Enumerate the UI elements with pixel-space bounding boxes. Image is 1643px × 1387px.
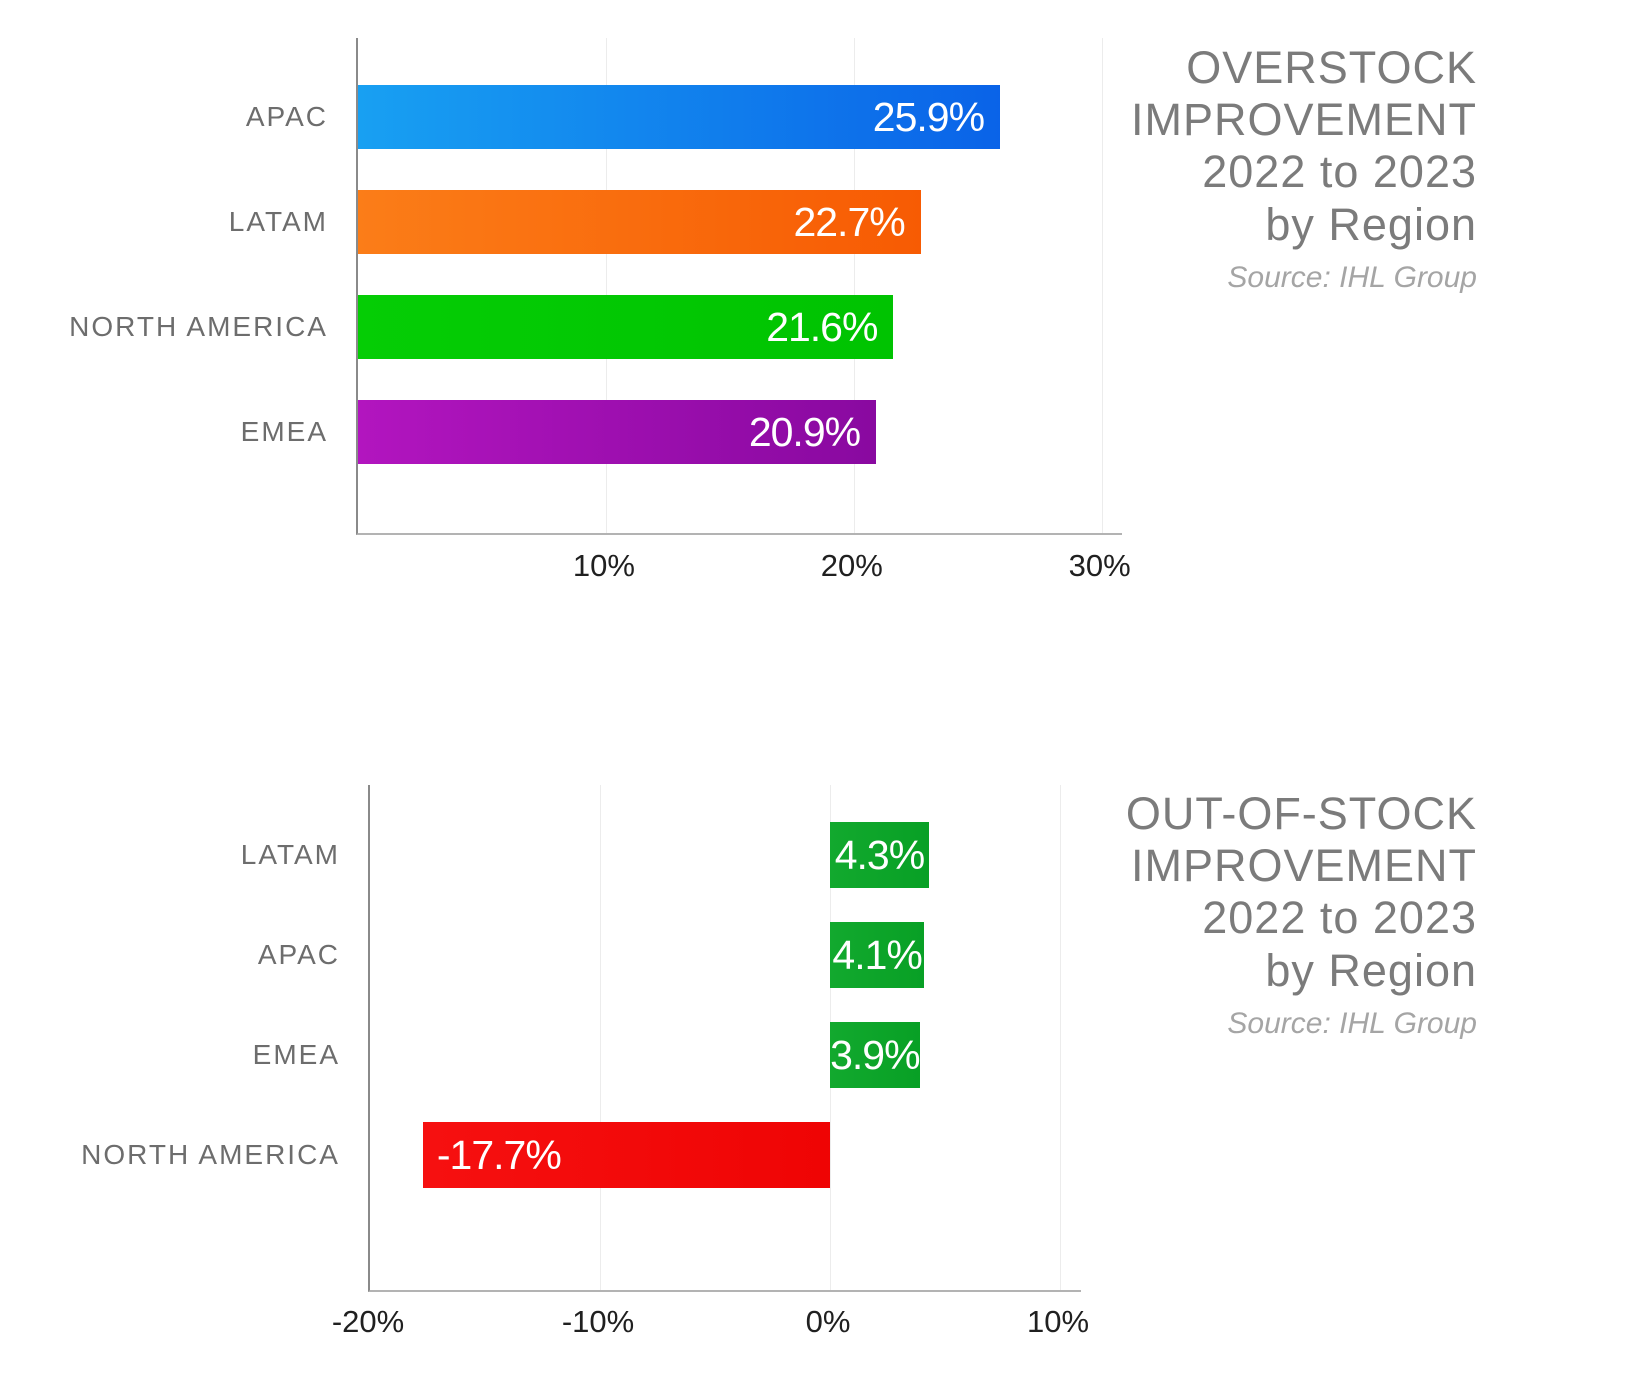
out-of-stock-chart-source: Source: IHL Group [1227, 1006, 1477, 1040]
tick-label--10-: -10% [561, 1304, 635, 1339]
value-label-apac: 4.1% [832, 931, 922, 978]
gridline-30- [1101, 38, 1103, 533]
overstock-title-block: OVERSTOCK IMPROVEMENT 2022 to 2023 by Re… [957, 42, 1477, 295]
bar-north-america: 21.6% [358, 295, 894, 359]
overstock-chart-source: Source: IHL Group [1227, 260, 1477, 294]
overstock-improvement-plot-area: 25.9% 22.7% 21.6% 20.9% [356, 38, 1122, 535]
category-label-north-america: NORTH AMERICA [81, 1139, 340, 1170]
value-label-north-america: -17.7% [436, 1131, 562, 1178]
tick-label-20-: 20% [820, 548, 883, 583]
category-label-emea: EMEA [240, 416, 328, 447]
tick-label--20-: -20% [331, 1304, 405, 1339]
category-label-apac: APAC [257, 939, 340, 970]
bar-apac: 25.9% [358, 85, 1001, 149]
bar-emea: 3.9% [830, 1022, 921, 1088]
tick-label-30-: 30% [1068, 548, 1131, 583]
value-label-latam: 4.3% [834, 831, 925, 878]
gridline--10- [600, 785, 601, 1290]
bar-emea: 20.9% [358, 400, 877, 464]
category-label-latam: LATAM [228, 206, 328, 237]
category-label-latam: LATAM [240, 839, 340, 870]
category-label-emea: EMEA [252, 1039, 340, 1070]
tick-label-0-: 0% [805, 1304, 851, 1339]
bar-latam: 22.7% [358, 190, 921, 254]
value-label-emea: 20.9% [748, 408, 861, 455]
value-label-apac: 25.9% [872, 93, 985, 140]
value-label-latam: 22.7% [793, 198, 905, 245]
value-label-north-america: 21.6% [766, 303, 878, 350]
bar-latam: 4.3% [830, 822, 929, 888]
tick-label-10-: 10% [1026, 1304, 1090, 1339]
out-of-stock-title-block: OUT-OF-STOCK IMPROVEMENT 2022 to 2023 by… [957, 788, 1477, 1041]
out-of-stock-chart-title: OUT-OF-STOCK IMPROVEMENT 2022 to 2023 by… [1125, 788, 1477, 996]
overstock-chart-title: OVERSTOCK IMPROVEMENT 2022 to 2023 by Re… [1130, 42, 1477, 250]
value-label-emea: 3.9% [830, 1031, 920, 1078]
gridline-10- [1060, 785, 1061, 1290]
bar-apac: 4.1% [830, 922, 925, 988]
out-of-stock-improvement-plot-area: 4.3% 4.1% 3.9% -17.7% [368, 785, 1081, 1292]
category-label-north-america: NORTH AMERICA [69, 311, 328, 342]
tick-label-10-: 10% [572, 548, 635, 583]
gridline-20- [853, 38, 855, 533]
category-label-apac: APAC [245, 101, 328, 132]
bar-north-america: -17.7% [422, 1122, 830, 1188]
gridline-10- [605, 38, 607, 533]
